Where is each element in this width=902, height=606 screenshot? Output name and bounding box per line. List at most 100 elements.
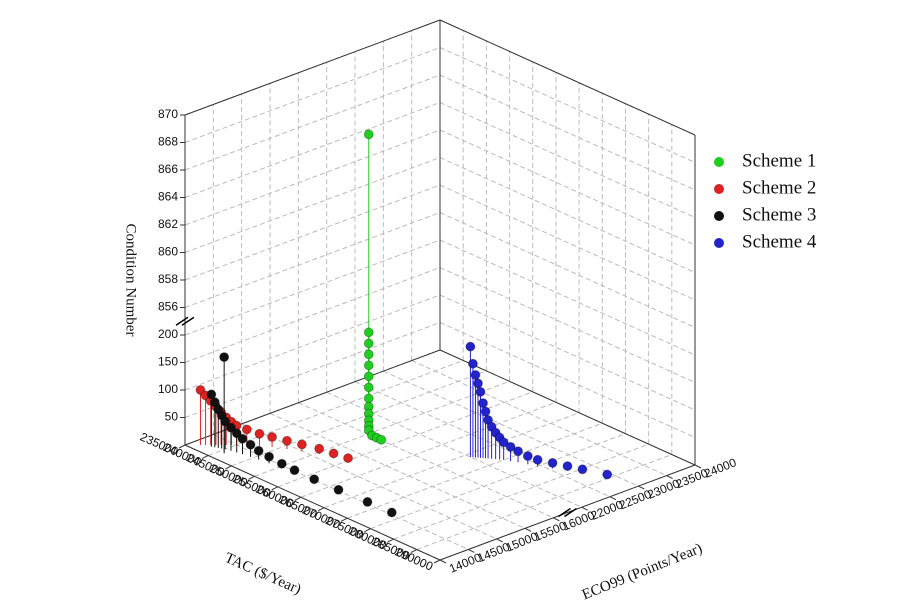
point [231,428,242,439]
grid-line [269,412,526,529]
point [241,424,252,435]
z-tick-label: 864 [158,190,178,204]
axis-line [184,444,441,561]
grid-line [347,422,603,519]
tick [666,475,673,480]
axis-break [564,507,577,518]
point [602,469,613,480]
point [225,422,236,433]
tick [410,549,418,553]
grid-line [411,360,667,477]
point [206,389,217,400]
point [467,358,478,369]
grid-line [231,370,487,467]
grid-line [184,74,441,171]
z-tick-label: 862 [158,217,178,231]
z-tick-label: 100 [158,382,178,396]
grid-line [254,380,510,477]
axis-break [558,507,571,518]
legend-marker [714,211,724,221]
grid-line [184,102,441,198]
tick [553,517,560,522]
point [532,454,543,465]
point [220,416,231,427]
point [254,428,265,439]
grid-line [370,433,626,530]
legend-marker [714,184,724,194]
tick [317,507,325,512]
point [513,446,524,457]
point [267,432,278,443]
grid-line [184,322,441,418]
point [296,439,307,450]
grid-line [184,294,441,391]
tick [694,464,702,469]
legend-marker [714,157,724,167]
z-tick-label: 150 [158,355,178,369]
point [577,464,588,475]
z-tick-label: 50 [165,410,179,424]
y-axis-title: ECO99 (Points/Year) [580,541,705,604]
tick [433,559,441,564]
point [478,398,489,409]
x-axis-title: TAC ($/Year) [222,550,303,598]
point [376,434,387,445]
grid-line [439,129,696,246]
axis-break [181,316,195,326]
grid-line [184,212,441,308]
point [253,445,264,456]
tick [364,528,371,533]
z-tick-label: 858 [158,272,178,286]
tick [638,485,645,490]
axis-line [439,464,696,561]
tick [439,559,447,564]
tick [294,496,302,501]
grid-line [439,239,696,356]
tick [496,538,503,543]
grid-line [439,294,696,411]
z-tick-label: 856 [158,300,178,314]
tick [609,496,617,501]
tick [341,517,348,522]
tick [468,548,475,553]
grid-line [300,401,557,498]
point [363,327,374,338]
grid-line [184,157,441,253]
legend-label: Scheme 3 [742,204,816,225]
point [219,352,230,363]
grid-line [383,370,639,487]
point [343,453,354,464]
grid-line [439,47,696,163]
point [562,461,573,472]
axis-line [439,19,696,136]
point [282,435,292,446]
point [264,451,275,462]
legend-marker [714,238,724,248]
tick [524,527,532,532]
point [328,448,339,459]
point [386,507,397,518]
point [472,378,483,389]
point [362,496,373,507]
z-tick-label: 200 [158,327,178,341]
tick [387,538,394,543]
tick [201,455,209,459]
grid-line [416,454,672,551]
grid-line [241,423,497,540]
grid-line [354,381,611,498]
grid-line [208,359,464,456]
grid-line [393,443,649,540]
z-tick-label: 860 [158,245,178,259]
tick [248,475,255,480]
legend-label: Scheme 1 [742,150,816,171]
z-tick-label: 866 [158,162,178,176]
grid-line [277,391,533,488]
point [276,458,287,469]
grid-line [439,157,696,273]
grid-line [439,74,696,191]
grid-line [184,129,441,226]
point [470,369,481,380]
grid-line [439,102,696,218]
grid-line [184,184,441,281]
point [480,406,491,417]
